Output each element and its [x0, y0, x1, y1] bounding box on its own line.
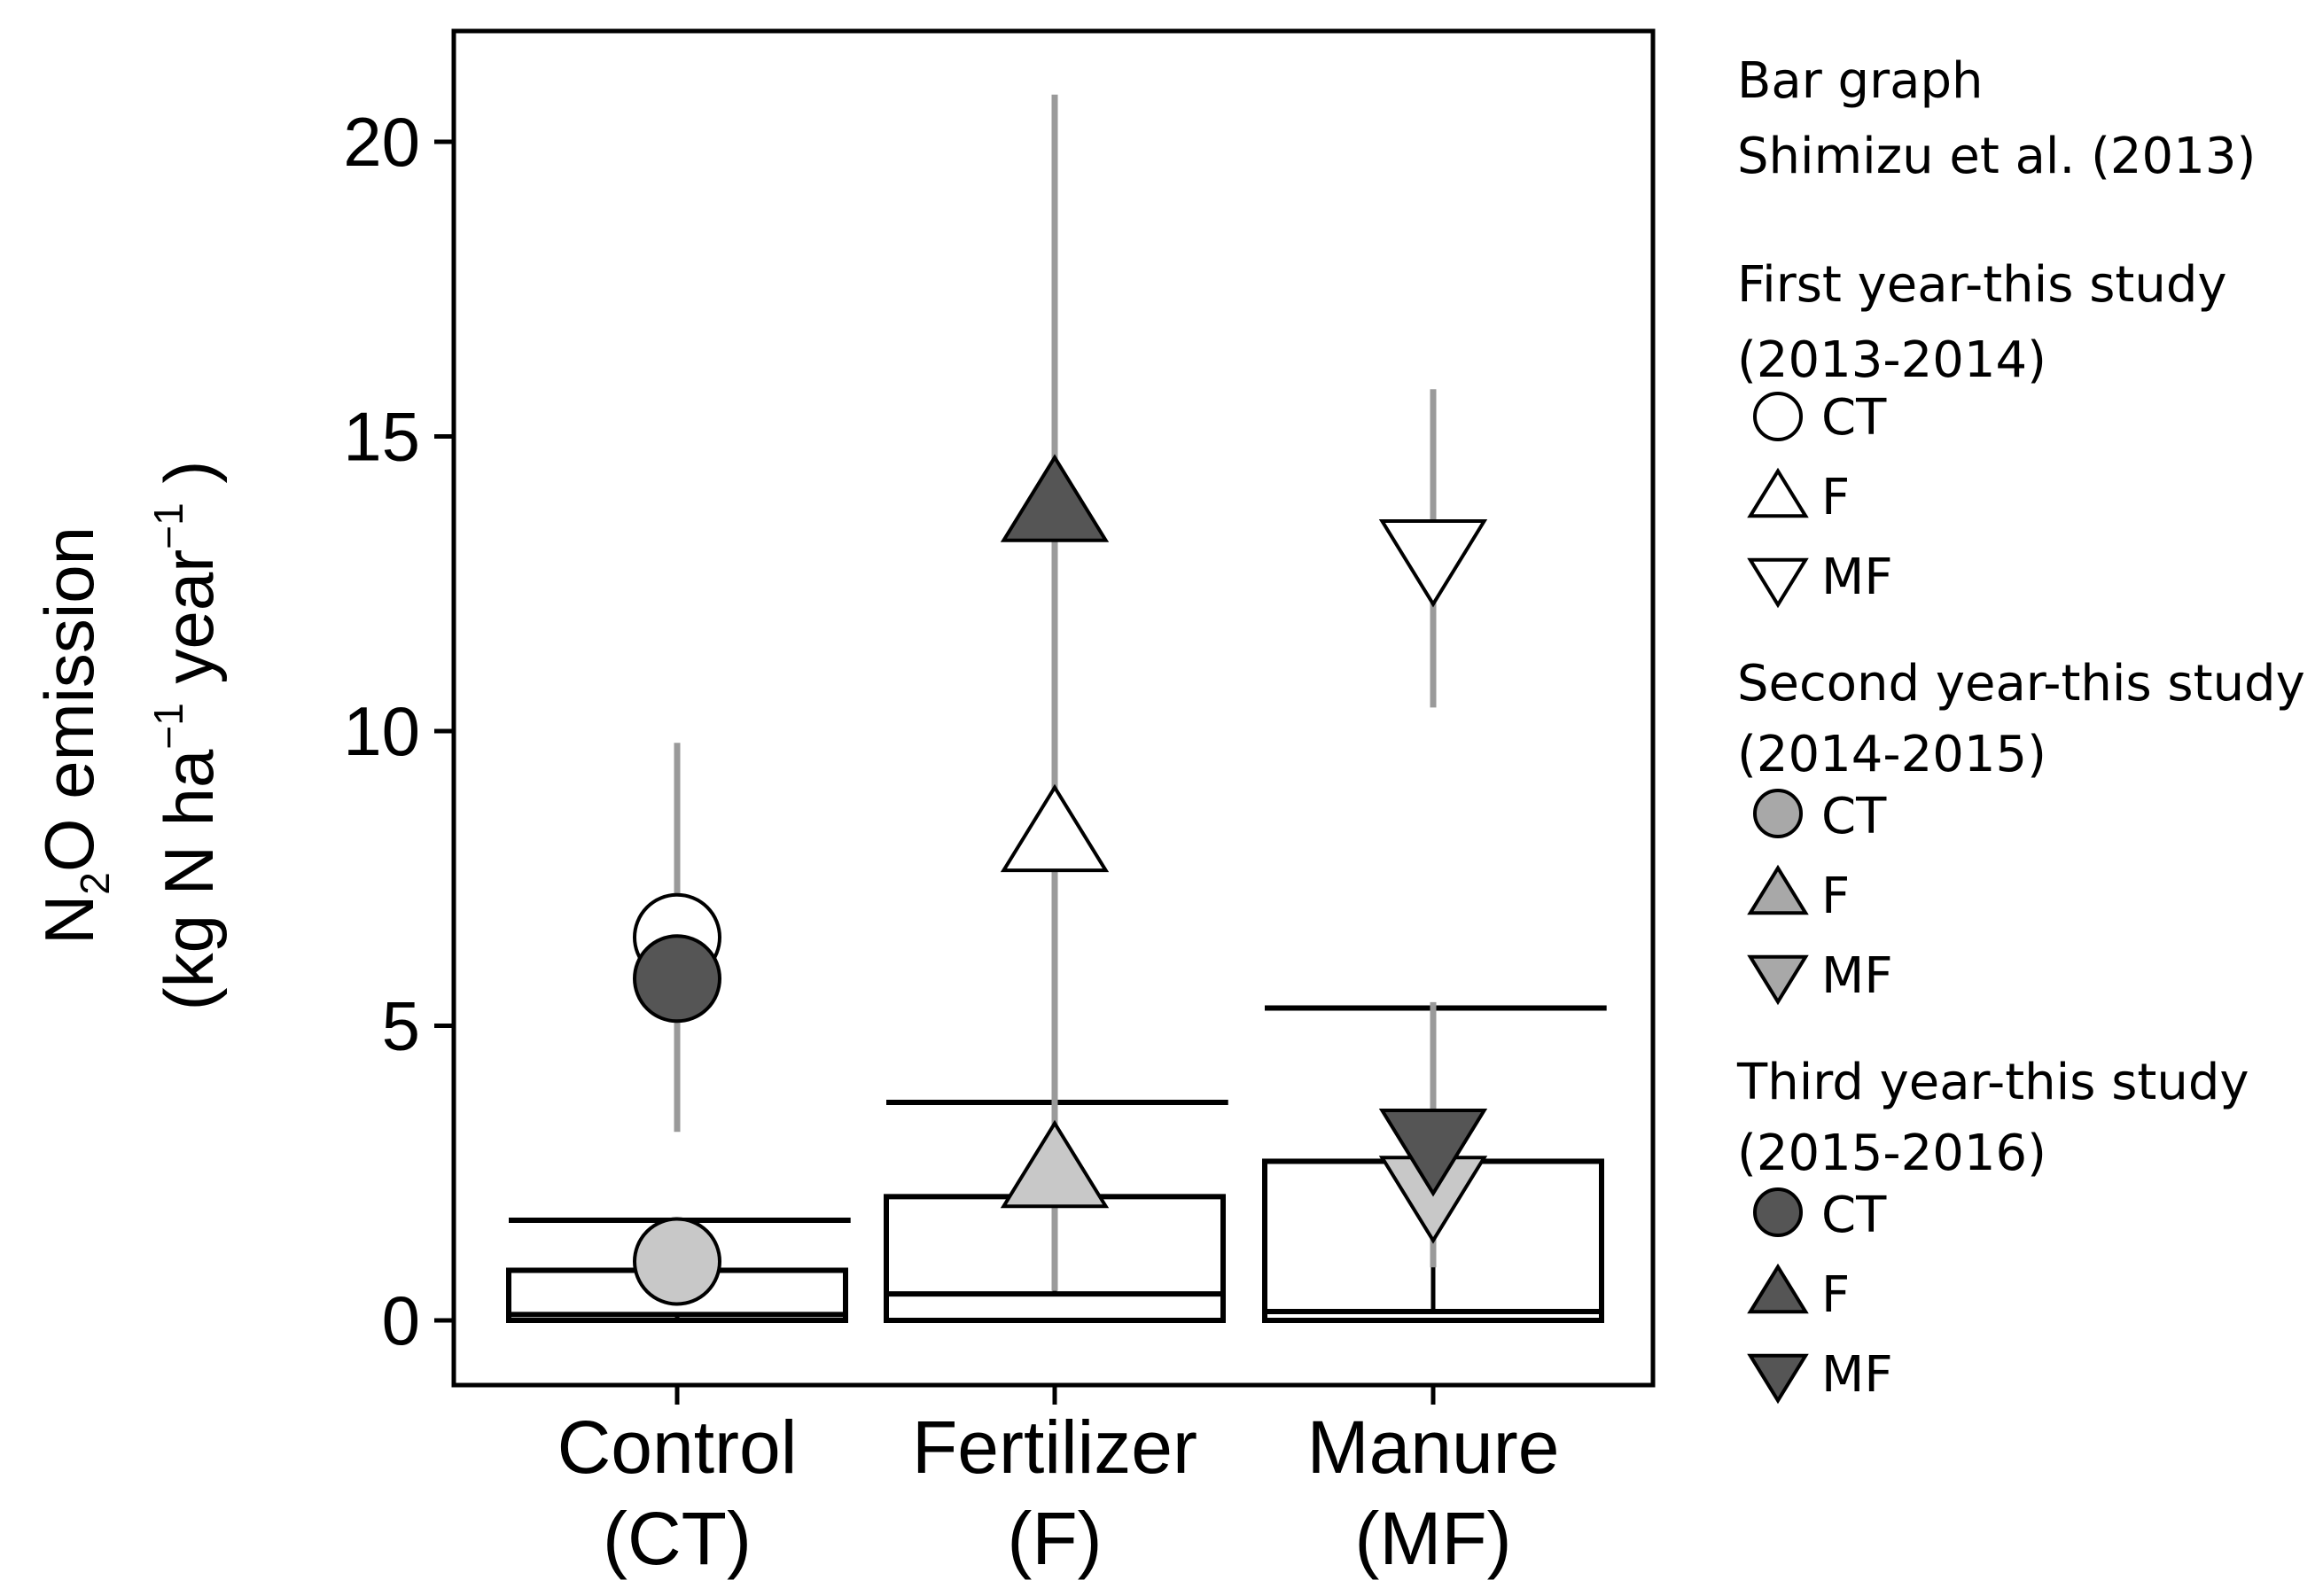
y-tick-label: 20: [343, 103, 420, 181]
legend-group3-mf-label: MF: [1821, 1346, 1893, 1404]
legend-circle-marker: [1753, 392, 1803, 441]
x-category-sublabel: (CT): [603, 1497, 752, 1580]
legend-markers: [1747, 392, 1809, 1405]
legend-group1-period: (2013-2014): [1737, 331, 2046, 389]
legend-triangle-up-marker: [1747, 467, 1809, 518]
x-category-label: Manure: [1307, 1405, 1560, 1489]
data-point-circle: [633, 934, 721, 1024]
legend-triangle-up-marker: [1747, 864, 1809, 915]
legend-group3-period: (2015-2016): [1737, 1125, 2046, 1182]
y-axis-title-subscript: 2: [72, 872, 118, 895]
legend-bar-title: Bar graph: [1737, 52, 1983, 110]
legend-group1-mf-label: MF: [1821, 549, 1893, 606]
y-axis-title-o: O emission: [30, 526, 108, 872]
legend-group1-title: First year-this study: [1737, 256, 2227, 314]
data-point-circle: [633, 1217, 721, 1306]
data-point-triangle-up: [1000, 783, 1110, 873]
legend-group1-f-label: F: [1821, 469, 1850, 526]
legend-group3-title: Third year-this study: [1736, 1054, 2249, 1111]
legend-bar-source: Shimizu et al. (2013): [1737, 128, 2256, 185]
legend-group1-ct-label: CT: [1821, 389, 1887, 447]
x-category-label: Control: [557, 1405, 798, 1489]
legend-circle-marker: [1753, 1187, 1803, 1237]
legend-group2-ct-label: CT: [1821, 788, 1887, 845]
legend-group3-f-label: F: [1821, 1266, 1850, 1324]
y-axis-title-n: N: [30, 895, 108, 945]
legend-group3-ct-label: CT: [1821, 1187, 1887, 1244]
legend: Bar graph Shimizu et al. (2013) First ye…: [1736, 52, 2305, 1405]
data-point-triangle-up: [1000, 1119, 1110, 1209]
data-point-triangle-down: [1378, 1109, 1488, 1197]
y-tick-label: 5: [382, 987, 420, 1065]
x-category-sublabel: (F): [1007, 1497, 1102, 1580]
legend-triangle-down-marker: [1747, 954, 1809, 1006]
data-point-triangle-down: [1378, 519, 1488, 608]
y-axis-title-line2: (kg N ha−1 year−1 ): [145, 461, 228, 1011]
plot-area: 0 5 10 15 20 Control(CT) Fertilizer(F) Manure(M…: [343, 28, 1656, 1580]
y-tick-label: 0: [382, 1281, 420, 1359]
y-tick-label: 15: [343, 398, 420, 476]
data-point-triangle-up: [1000, 454, 1110, 542]
y-axis-title-line1: N2O emission: [30, 526, 118, 945]
x-category-label: Fertilizer: [912, 1405, 1197, 1489]
legend-triangle-up-marker: [1747, 1263, 1809, 1314]
legend-group2-f-label: F: [1821, 868, 1850, 925]
legend-group2-mf-label: MF: [1821, 947, 1893, 1005]
y-tick-label: 10: [343, 692, 420, 770]
legend-triangle-down-marker: [1747, 1353, 1809, 1405]
x-category-sublabel: (MF): [1354, 1497, 1511, 1580]
legend-triangle-down-marker: [1747, 557, 1809, 609]
legend-group2-title: Second year-this study: [1737, 655, 2305, 712]
legend-circle-marker: [1753, 789, 1803, 838]
legend-group2-period: (2014-2015): [1737, 726, 2046, 783]
